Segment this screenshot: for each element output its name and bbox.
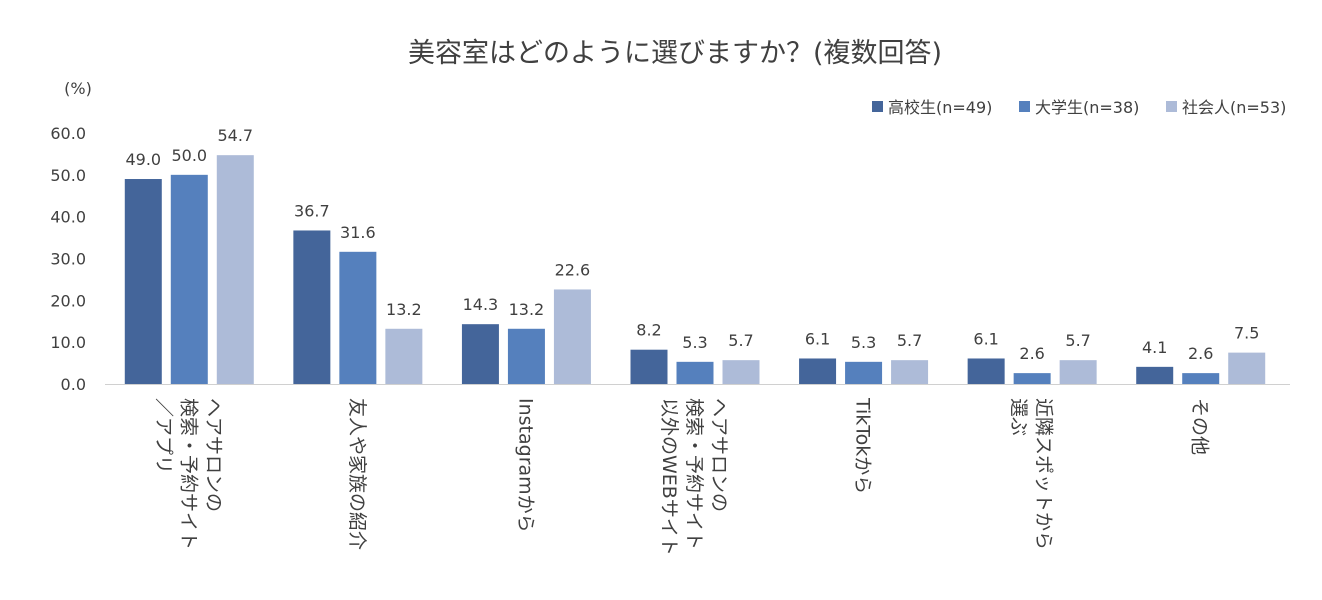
- category-label: 検索・予約サイト: [683, 398, 705, 550]
- data-label: 5.3: [851, 333, 876, 352]
- bar: [967, 358, 1005, 384]
- y-axis-unit-label: (%): [64, 79, 92, 98]
- category-label: 友人や家族の紹介: [346, 398, 368, 550]
- bar: [630, 349, 668, 384]
- legend-label: 大学生(n=38): [1035, 98, 1139, 117]
- data-label: 13.2: [386, 300, 422, 319]
- category-label: TikTokから: [852, 397, 874, 494]
- bar: [1059, 360, 1097, 384]
- data-label: 5.7: [897, 331, 922, 350]
- data-label: 13.2: [509, 300, 545, 319]
- category-label: Instagramから: [514, 398, 536, 533]
- bar: [339, 251, 377, 384]
- bar: [1013, 373, 1051, 384]
- legend-swatch: [1019, 101, 1030, 112]
- category-label: 検索・予約サイト: [177, 398, 199, 550]
- category-label: ヘアサロンの: [202, 398, 224, 512]
- category-label: 近隣スポットから: [1033, 398, 1055, 550]
- bar: [124, 179, 162, 384]
- bar: [722, 360, 760, 384]
- bar: [216, 155, 254, 384]
- y-tick-label: 60.0: [50, 124, 86, 143]
- data-label: 54.7: [217, 126, 253, 145]
- data-label: 31.6: [340, 223, 376, 242]
- legend-swatch: [872, 101, 883, 112]
- data-label: 6.1: [805, 329, 830, 348]
- data-label: 4.1: [1142, 338, 1167, 357]
- y-tick-label: 10.0: [50, 333, 86, 352]
- bar-series-group: [124, 155, 1266, 384]
- data-labels: 49.0 50.0 54.7 36.7 31.6 13.2 14.3 13.2 22.6 8.2 5…: [125, 126, 1259, 363]
- bar: [461, 324, 499, 384]
- bar: [553, 289, 591, 384]
- data-label: 7.5: [1234, 324, 1259, 343]
- bar: [676, 361, 714, 384]
- data-label: 2.6: [1188, 344, 1213, 363]
- bar: [799, 358, 837, 384]
- bar: [1228, 352, 1266, 384]
- bar: [385, 328, 423, 384]
- data-label: 6.1: [973, 329, 998, 348]
- y-tick-label: 50.0: [50, 166, 86, 185]
- category-label: 以外のWEBサイト: [658, 398, 680, 556]
- data-label: 50.0: [171, 146, 207, 165]
- bar: [507, 328, 545, 384]
- category-label: ヘアサロンの: [708, 398, 730, 512]
- y-tick-label: 20.0: [50, 291, 86, 310]
- data-label: 5.7: [1065, 331, 1090, 350]
- legend: 高校生(n=49) 大学生(n=38) 社会人(n=53): [872, 98, 1286, 117]
- y-tick-label: 0.0: [61, 375, 86, 394]
- bar: [1182, 373, 1220, 384]
- category-label: 選ぶ: [1008, 398, 1030, 436]
- bar: [891, 360, 929, 384]
- bar: [1136, 366, 1174, 384]
- category-label: その他: [1189, 398, 1211, 455]
- chart-title: 美容室はどのように選びますか？(複数回答): [408, 38, 942, 69]
- bar: [845, 361, 883, 384]
- category-label: ／アプリ: [152, 398, 174, 474]
- bar: [293, 230, 331, 384]
- legend-label: 高校生(n=49): [888, 98, 992, 117]
- y-tick-label: 30.0: [50, 250, 86, 269]
- data-label: 22.6: [555, 260, 591, 279]
- data-label: 2.6: [1019, 344, 1044, 363]
- bar: [170, 174, 208, 384]
- data-label: 5.7: [728, 331, 753, 350]
- data-label: 49.0: [125, 150, 161, 169]
- legend-swatch: [1166, 101, 1177, 112]
- data-label: 8.2: [636, 321, 661, 340]
- data-label: 14.3: [463, 295, 499, 314]
- legend-label: 社会人(n=53): [1182, 98, 1286, 117]
- y-tick-label: 40.0: [50, 208, 86, 227]
- y-axis: 0.0 10.0 20.0 30.0 40.0 50.0 60.0: [50, 124, 86, 394]
- data-label: 36.7: [294, 201, 330, 220]
- data-label: 5.3: [682, 333, 707, 352]
